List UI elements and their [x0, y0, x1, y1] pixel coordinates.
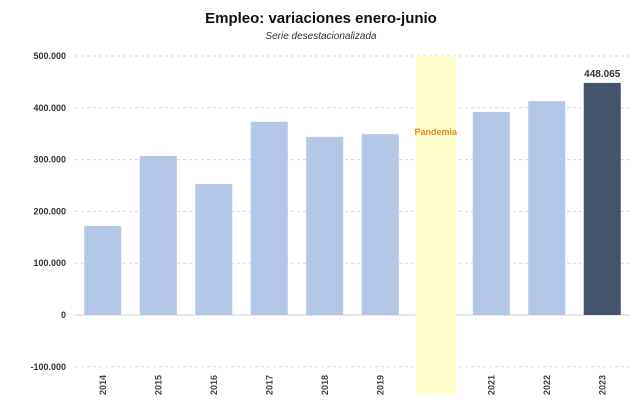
bar-2017: [250, 121, 288, 315]
y-tick-label: 300.000: [33, 155, 66, 165]
y-tick-label: 100.000: [33, 258, 66, 268]
bar-2022: [528, 101, 566, 315]
x-tick-label: 2021: [486, 375, 496, 395]
x-tick-label: 2019: [375, 375, 385, 395]
bar-2016: [195, 183, 233, 315]
y-tick-label: 500.000: [33, 51, 66, 61]
x-tick-label: 2022: [542, 375, 552, 395]
pandemic-label: Pandemia: [414, 127, 458, 137]
x-tick-label: 2016: [209, 375, 219, 395]
x-tick-label: 2015: [153, 375, 163, 395]
pandemic-shade: [415, 56, 456, 395]
x-tick-label: 2017: [264, 375, 274, 395]
bar-2023: [583, 82, 621, 315]
x-tick-label: 2014: [98, 375, 108, 395]
y-tick-label: -100.000: [30, 362, 66, 372]
y-tick-label: 400.000: [33, 103, 66, 113]
x-tick-label: 2018: [320, 375, 330, 395]
bar-2018: [306, 136, 344, 315]
chart-title: Empleo: variaciones enero-junio: [205, 10, 437, 27]
x-tick-label: 2023: [597, 375, 607, 395]
bar-2014: [84, 225, 122, 315]
chart-subtitle: Serie desestacionalizada: [265, 31, 377, 42]
bar-2021: [472, 111, 510, 315]
data-label-2023: 448.065: [584, 69, 621, 80]
bar-2019: [361, 134, 399, 315]
bar-2015: [139, 155, 177, 315]
y-tick-label: 0: [61, 310, 66, 320]
y-tick-label: 200.000: [33, 206, 66, 216]
